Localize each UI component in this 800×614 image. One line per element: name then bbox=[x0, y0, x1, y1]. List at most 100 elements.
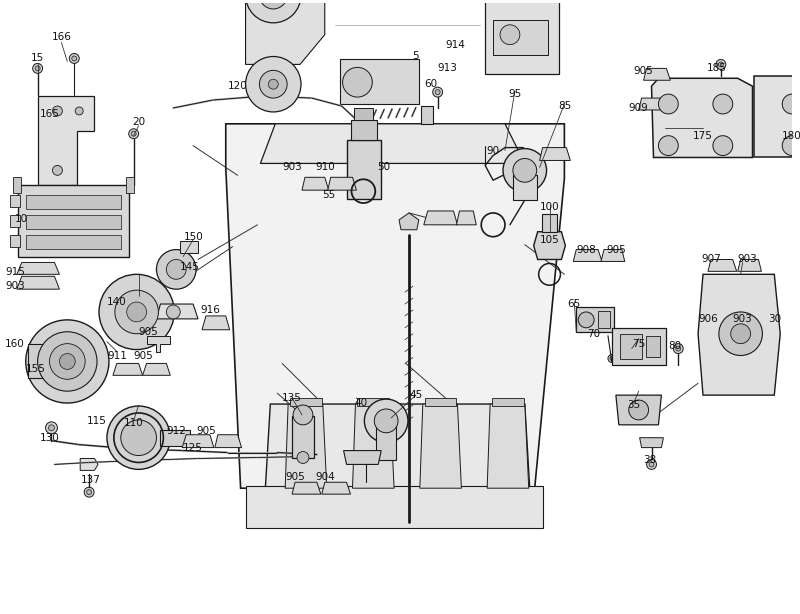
Circle shape bbox=[166, 305, 180, 319]
Text: 15: 15 bbox=[31, 53, 44, 63]
Bar bbox=[492, 398, 524, 406]
Circle shape bbox=[86, 490, 91, 495]
Text: 903: 903 bbox=[5, 281, 25, 291]
Bar bbox=[354, 108, 374, 120]
Text: 35: 35 bbox=[627, 400, 640, 410]
Circle shape bbox=[782, 136, 800, 155]
Bar bbox=[10, 235, 20, 247]
Text: 135: 135 bbox=[282, 393, 302, 403]
Text: 145: 145 bbox=[180, 262, 200, 273]
Text: 5: 5 bbox=[413, 52, 419, 61]
Circle shape bbox=[107, 406, 170, 469]
Text: 100: 100 bbox=[540, 202, 559, 212]
Circle shape bbox=[342, 68, 372, 97]
Circle shape bbox=[374, 409, 398, 433]
Polygon shape bbox=[226, 124, 564, 488]
Bar bbox=[161, 430, 190, 446]
Text: 905: 905 bbox=[134, 351, 154, 360]
Bar bbox=[598, 311, 610, 328]
Polygon shape bbox=[266, 404, 530, 488]
Polygon shape bbox=[353, 404, 394, 488]
Text: 55: 55 bbox=[322, 190, 335, 200]
Circle shape bbox=[676, 346, 681, 351]
Polygon shape bbox=[651, 78, 753, 157]
Text: 125: 125 bbox=[183, 443, 203, 453]
Circle shape bbox=[364, 399, 408, 443]
Text: 120: 120 bbox=[228, 81, 247, 91]
Circle shape bbox=[46, 422, 58, 433]
Polygon shape bbox=[157, 304, 198, 319]
Circle shape bbox=[753, 386, 757, 390]
Polygon shape bbox=[343, 451, 382, 464]
Bar bbox=[646, 336, 661, 357]
Bar bbox=[346, 139, 382, 199]
Circle shape bbox=[435, 90, 440, 95]
Circle shape bbox=[259, 0, 287, 9]
Circle shape bbox=[26, 320, 109, 403]
Text: 115: 115 bbox=[87, 416, 107, 426]
Circle shape bbox=[646, 459, 657, 469]
Bar bbox=[28, 344, 47, 378]
Circle shape bbox=[38, 332, 97, 391]
Circle shape bbox=[70, 53, 79, 63]
Circle shape bbox=[500, 25, 520, 45]
Polygon shape bbox=[80, 459, 98, 470]
Polygon shape bbox=[734, 319, 758, 331]
Polygon shape bbox=[146, 336, 170, 352]
Polygon shape bbox=[738, 260, 762, 271]
Text: 90: 90 bbox=[486, 146, 500, 155]
Bar bbox=[513, 176, 537, 200]
Text: 20: 20 bbox=[132, 117, 145, 127]
Circle shape bbox=[131, 131, 136, 136]
Circle shape bbox=[716, 60, 726, 69]
Bar bbox=[376, 419, 396, 460]
Circle shape bbox=[35, 66, 40, 71]
Bar bbox=[340, 60, 419, 104]
Text: 905: 905 bbox=[285, 472, 305, 483]
Polygon shape bbox=[534, 231, 566, 260]
Bar bbox=[10, 215, 20, 227]
Text: 905: 905 bbox=[606, 244, 626, 255]
Text: 906: 906 bbox=[698, 314, 718, 324]
Circle shape bbox=[75, 107, 83, 115]
Text: 70: 70 bbox=[587, 328, 601, 339]
Text: 10: 10 bbox=[15, 214, 28, 224]
Polygon shape bbox=[202, 316, 230, 330]
Text: 137: 137 bbox=[81, 475, 101, 485]
Bar bbox=[13, 177, 21, 193]
Polygon shape bbox=[142, 363, 170, 375]
Polygon shape bbox=[457, 211, 476, 225]
Text: 166: 166 bbox=[51, 32, 71, 42]
Bar bbox=[180, 241, 198, 252]
Text: 65: 65 bbox=[568, 299, 581, 309]
Circle shape bbox=[126, 302, 146, 322]
Bar bbox=[26, 235, 121, 249]
Text: 914: 914 bbox=[446, 40, 466, 50]
Circle shape bbox=[711, 386, 715, 390]
Text: 60: 60 bbox=[424, 79, 438, 89]
Circle shape bbox=[649, 462, 654, 467]
Polygon shape bbox=[540, 147, 570, 160]
Bar bbox=[10, 195, 20, 207]
Bar bbox=[126, 177, 134, 193]
Text: 95: 95 bbox=[508, 89, 522, 99]
Text: 150: 150 bbox=[184, 231, 204, 242]
Circle shape bbox=[59, 354, 75, 370]
Text: 911: 911 bbox=[107, 351, 126, 360]
Circle shape bbox=[129, 129, 138, 139]
Text: 75: 75 bbox=[632, 339, 646, 349]
Circle shape bbox=[293, 405, 313, 425]
Text: 185: 185 bbox=[707, 63, 727, 73]
Text: 916: 916 bbox=[200, 305, 220, 315]
Text: 903: 903 bbox=[282, 162, 302, 173]
Circle shape bbox=[719, 312, 762, 356]
Polygon shape bbox=[215, 435, 242, 448]
Text: 912: 912 bbox=[166, 426, 186, 436]
Text: 40: 40 bbox=[355, 398, 368, 408]
Circle shape bbox=[50, 344, 85, 379]
Circle shape bbox=[246, 0, 301, 23]
Circle shape bbox=[121, 420, 157, 456]
Polygon shape bbox=[487, 404, 529, 488]
Circle shape bbox=[53, 106, 62, 116]
Polygon shape bbox=[616, 395, 662, 425]
